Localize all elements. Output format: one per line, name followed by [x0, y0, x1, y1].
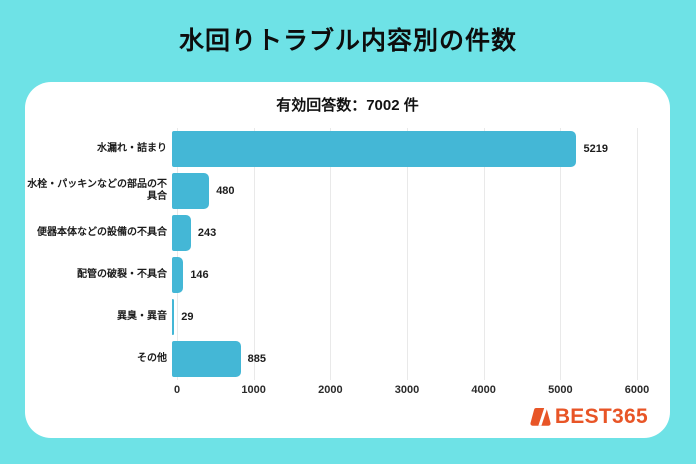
gridline — [407, 128, 408, 380]
chart-row: 水漏れ・詰まり 5219 — [25, 128, 637, 170]
logo-text: BEST365 — [554, 405, 648, 428]
gridline — [330, 128, 332, 380]
bar-zone: 5219 — [172, 128, 637, 170]
bar-value-label: 243 — [197, 227, 217, 239]
bar — [172, 131, 577, 167]
chart-row: その他 885 — [25, 338, 637, 380]
bar — [172, 173, 210, 209]
category-label: 配管の破裂・不具合 — [77, 268, 167, 280]
gridline — [177, 128, 178, 380]
category-label: 水漏れ・詰まり — [97, 142, 167, 154]
chart-row: 配管の破裂・不具合 146 — [25, 254, 637, 296]
gridline — [253, 128, 255, 380]
x-tick-label: 6000 — [624, 384, 650, 396]
grid-layer — [177, 128, 638, 380]
chart-row: 水栓・パッキンなどの部品の不具合 480 — [25, 170, 637, 212]
bar — [172, 299, 175, 335]
x-tick-label: 4000 — [471, 384, 496, 396]
x-tick-label: 0 — [173, 384, 181, 396]
bar — [172, 215, 191, 251]
gridline — [560, 128, 562, 380]
bar — [172, 341, 241, 377]
bar-zone: 146 — [172, 254, 637, 296]
x-axis: 0 1000 2000 3000 4000 5000 6000 — [173, 384, 649, 400]
gridline — [483, 128, 485, 380]
category-label: その他 — [137, 352, 167, 364]
bar-zone: 885 — [172, 338, 637, 380]
x-tick-label: 2000 — [318, 384, 343, 396]
category-label: 異臭・異音 — [117, 310, 167, 322]
bar-zone: 480 — [172, 170, 637, 212]
bar-chart: 水漏れ・詰まり 5219 水栓・パッキンなどの部品の不具合 480 便器本体などの設備の… — [25, 128, 670, 403]
category-label: 水栓・パッキンなどの部品の不具合 — [27, 178, 167, 203]
gridline — [637, 128, 638, 380]
chart-rows: 水漏れ・詰まり 5219 水栓・パッキンなどの部品の不具合 480 便器本体などの設備の… — [25, 128, 637, 380]
chart-card: 有効回答数：7002 件 水漏れ・詰まり 5219 水栓・パッキンなどの部品の不具合… — [25, 82, 670, 438]
logo: BEST365 — [529, 405, 648, 429]
category-label: 便器本体などの設備の不具合 — [37, 226, 167, 238]
bar-value-label: 29 — [181, 311, 194, 323]
x-tick-label: 5000 — [548, 384, 573, 396]
bar-value-label: 480 — [216, 185, 235, 197]
chart-row: 便器本体などの設備の不具合 243 — [25, 212, 637, 254]
bar-value-label: 885 — [247, 353, 266, 365]
x-tick-label: 3000 — [394, 384, 420, 396]
x-tick-label: 1000 — [241, 384, 266, 396]
bar-value-label: 146 — [190, 269, 209, 281]
page-title: 水回りトラブル内容別の件数 — [178, 27, 517, 55]
bar-zone: 29 — [172, 296, 637, 338]
bar-zone: 243 — [172, 212, 637, 254]
chart-subtitle: 有効回答数：7002 件 — [276, 97, 419, 114]
chart-row: 異臭・異音 29 — [25, 296, 637, 338]
bar-value-label: 5219 — [583, 143, 608, 155]
bar — [172, 257, 184, 293]
best365-trapezoid-icon — [530, 408, 551, 426]
